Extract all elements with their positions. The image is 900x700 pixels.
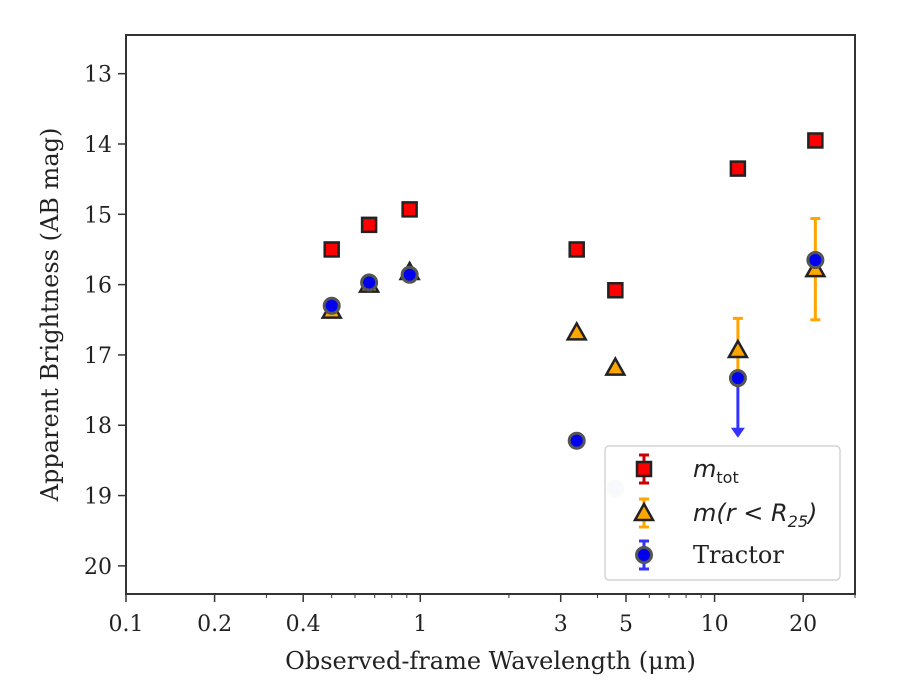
circle-marker bbox=[567, 431, 586, 450]
circle-point bbox=[400, 265, 419, 284]
x-tick-label: 1 bbox=[413, 612, 427, 637]
square-point bbox=[568, 241, 585, 258]
marks-layer bbox=[320, 132, 827, 498]
legend-label-main: m(r < R bbox=[693, 499, 788, 527]
triangle-point bbox=[726, 338, 750, 359]
y-tick-label: 14 bbox=[84, 133, 112, 158]
square-point bbox=[323, 241, 340, 258]
circle-point bbox=[360, 273, 379, 292]
circle-point bbox=[322, 296, 341, 315]
y-tick-label: 20 bbox=[84, 555, 112, 580]
legend-label-tail: ) bbox=[806, 499, 817, 527]
legend-label: Tractor bbox=[693, 541, 784, 569]
square-series bbox=[323, 132, 824, 299]
y-tick-label: 16 bbox=[84, 274, 112, 299]
legend-square-marker bbox=[635, 460, 653, 478]
y-tick-label: 13 bbox=[84, 63, 112, 88]
x-tick-label: 0.4 bbox=[286, 612, 321, 637]
legend-label-main: m bbox=[693, 455, 716, 483]
square-point bbox=[729, 160, 747, 177]
upper-limit-arrow bbox=[730, 427, 745, 438]
circle-marker bbox=[728, 369, 747, 388]
circle-marker bbox=[322, 296, 341, 315]
square-point bbox=[360, 216, 378, 234]
plot-frame bbox=[125, 34, 856, 595]
legend-label-sub: tot bbox=[716, 468, 738, 487]
y-tick-label: 18 bbox=[84, 414, 112, 439]
legend: mtot m(r < R25) Tractor bbox=[604, 445, 841, 581]
x-tick-label: 20 bbox=[789, 612, 817, 637]
legend-box bbox=[604, 445, 841, 581]
x-tick-label: 0.1 bbox=[109, 612, 144, 637]
x-tick-label: 3 bbox=[554, 612, 568, 637]
circle-marker bbox=[806, 251, 825, 270]
circle-point bbox=[728, 369, 747, 388]
y-axis-label: Apparent Brightness (AB mag) bbox=[36, 128, 64, 503]
circle-marker bbox=[360, 273, 379, 292]
y-tick-label: 19 bbox=[84, 485, 112, 510]
x-tick-label: 5 bbox=[619, 612, 633, 637]
circle-marker bbox=[635, 546, 653, 564]
triangle-point bbox=[565, 320, 588, 341]
x-axis-label: Observed-frame Wavelength (μm) bbox=[285, 647, 696, 675]
circle-point bbox=[806, 251, 825, 270]
legend-triangle-marker bbox=[632, 501, 656, 522]
legend-label: m(r < R25) bbox=[693, 499, 817, 531]
circle-marker bbox=[400, 265, 419, 284]
y-tick-label: 15 bbox=[84, 203, 112, 228]
square-point bbox=[807, 132, 824, 149]
square-point bbox=[401, 201, 418, 218]
square-point bbox=[607, 281, 624, 299]
triangle-point bbox=[604, 356, 627, 376]
circle-point bbox=[567, 431, 586, 450]
x-tick-label: 0.2 bbox=[197, 612, 232, 637]
legend-circle-marker bbox=[635, 546, 653, 564]
x-tick-label: 10 bbox=[701, 612, 729, 637]
legend-label: mtot bbox=[693, 455, 739, 487]
y-tick-label: 17 bbox=[84, 344, 112, 369]
legend-label-sub: 25 bbox=[788, 512, 808, 531]
